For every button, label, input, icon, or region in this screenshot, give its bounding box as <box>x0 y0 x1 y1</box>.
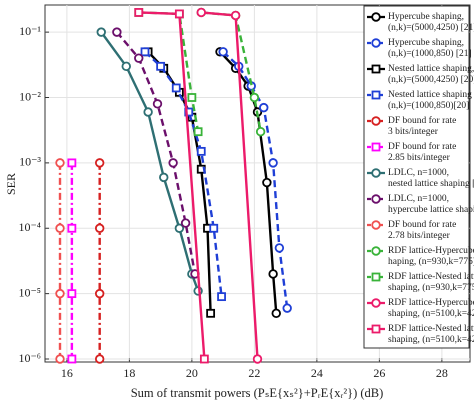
marker <box>94 158 105 168</box>
marker <box>187 93 197 102</box>
x-tick-label: 22 <box>248 366 260 380</box>
marker <box>268 269 278 279</box>
legend-box <box>363 5 470 349</box>
marker <box>168 158 178 168</box>
legend: Hypercube shaping, (n,k)=(5000,4250) [21]… <box>363 5 474 349</box>
marker <box>143 107 153 117</box>
legend-label: Hypercube shaping, (n,k)=(5000,4250) [21] <box>388 12 474 33</box>
marker <box>121 61 131 72</box>
y-tick-label: 10⁻¹ <box>19 24 41 38</box>
marker <box>371 324 381 334</box>
legend-label: Nested lattice shaping, (n,k)=(5000,4250)… <box>388 64 474 85</box>
marker <box>371 298 381 308</box>
marker <box>55 158 65 168</box>
legend-label: Hypercube shaping, (n,k)=(1000,850) [21] <box>388 38 472 59</box>
y-tick-label: 10⁻² <box>19 89 41 103</box>
marker <box>67 354 77 364</box>
marker <box>371 272 381 282</box>
marker <box>371 12 381 22</box>
marker <box>371 142 381 152</box>
y-axis-label: SER <box>4 173 18 195</box>
legend-label: LDLC, n=1000,nested lattice shaping [13] <box>388 168 474 189</box>
marker <box>282 303 292 313</box>
marker <box>371 194 381 204</box>
marker <box>174 9 184 19</box>
marker <box>67 289 77 299</box>
marker <box>171 83 181 93</box>
legend-label: Nested lattice shaping (n,k)=(1000,850)[2… <box>388 90 472 111</box>
marker <box>371 38 381 48</box>
marker <box>134 53 144 63</box>
marker <box>371 64 381 74</box>
marker <box>255 126 266 137</box>
marker <box>271 308 281 319</box>
legend-label: DF bound for rate 3 bits/integer <box>388 115 456 137</box>
legend-label: RDF lattice-Hypercube haping, (n=930,k=77… <box>388 246 474 267</box>
marker <box>268 158 278 168</box>
marker <box>180 218 191 228</box>
marker <box>94 288 105 299</box>
marker <box>252 354 263 364</box>
series-line <box>115 31 197 275</box>
marker <box>209 223 219 233</box>
x-tick-label: 18 <box>123 366 135 380</box>
marker <box>259 102 269 113</box>
marker <box>94 354 105 364</box>
marker <box>262 177 272 188</box>
x-tick-label: 20 <box>186 366 198 380</box>
marker <box>371 246 381 256</box>
marker <box>96 27 106 37</box>
marker <box>217 292 226 302</box>
marker <box>249 92 260 103</box>
marker <box>55 223 65 233</box>
marker <box>199 354 209 364</box>
marker <box>156 61 166 71</box>
marker <box>218 47 228 57</box>
y-tick-label: 10⁻⁵ <box>18 285 41 299</box>
marker <box>140 47 150 57</box>
y-tick-label: 10⁻⁶ <box>18 351 41 365</box>
marker <box>230 10 241 21</box>
marker <box>94 223 105 233</box>
marker <box>152 99 163 109</box>
marker <box>184 107 194 117</box>
marker <box>174 223 185 233</box>
marker <box>196 146 206 156</box>
series-line <box>138 11 200 132</box>
legend-label: RDF lattice-Hypercube shaping, (n=5100,k=… <box>388 298 474 319</box>
marker <box>112 27 122 37</box>
legend-label: DF bound for rate 2.78 bits/integer <box>388 219 456 241</box>
marker <box>196 7 206 18</box>
marker <box>371 90 381 100</box>
x-tick-label: 16 <box>61 366 73 380</box>
x-tick-label: 26 <box>373 366 385 380</box>
marker <box>67 158 77 168</box>
marker <box>274 243 285 253</box>
marker <box>371 116 381 126</box>
marker <box>55 354 65 364</box>
marker <box>206 308 216 318</box>
marker <box>159 172 169 183</box>
marker <box>371 168 381 178</box>
marker <box>371 220 381 230</box>
x-tick-label: 24 <box>311 366 323 380</box>
marker <box>134 8 144 17</box>
x-axis-label: Sum of transmit powers (PₛE{xₛ²}+PᵣE{xᵣ²… <box>131 386 384 400</box>
marker <box>193 127 203 137</box>
y-tick-label: 10⁻³ <box>19 155 41 169</box>
legend-label: DF bound for rate 2.85 bits/integer <box>388 141 456 163</box>
marker <box>55 288 65 299</box>
marker <box>67 223 77 233</box>
y-tick-label: 10⁻⁴ <box>18 220 41 234</box>
legend-label: LDLC, n=1000,hypercube lattice shaping [… <box>388 194 474 215</box>
x-tick-label: 28 <box>436 366 448 380</box>
